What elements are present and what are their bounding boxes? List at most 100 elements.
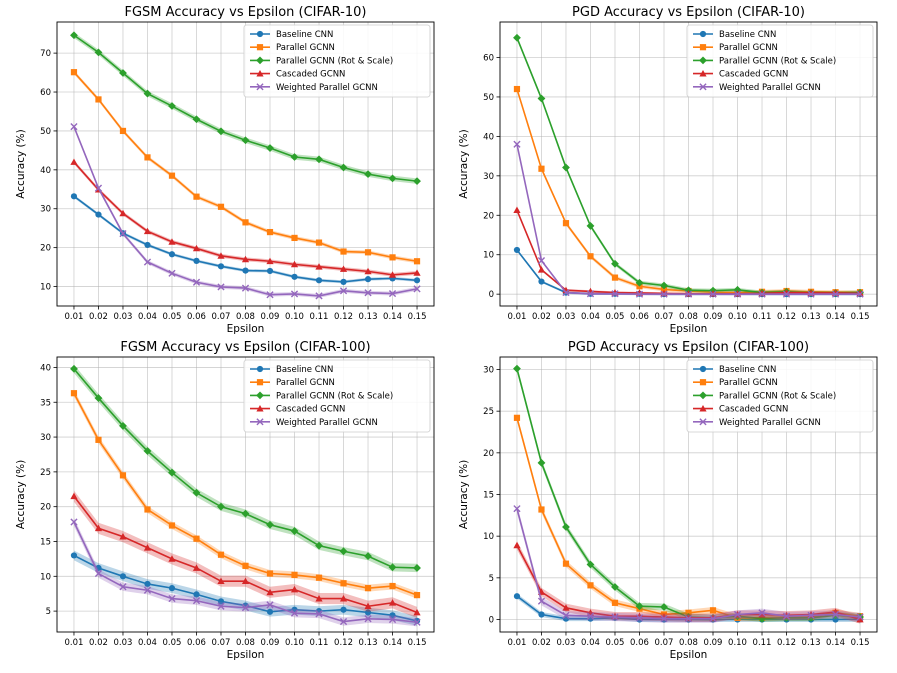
panel-4-point-parallel-gcnn-rot-scale-1 [537, 458, 546, 467]
panel-2-point-parallel-gcnn-4 [611, 274, 619, 281]
panel-1-point-weighted-parallel-gcnn-12 [364, 289, 372, 297]
panel-3-point-parallel-gcnn-rot-scale-8 [266, 520, 274, 529]
panel-2-legend-marker-weighted-parallel-gcnn [699, 83, 707, 91]
panel-3-point-parallel-gcnn-14 [413, 592, 421, 599]
panel-3-point-parallel-gcnn-rot-scale-12 [364, 552, 372, 561]
panel-4-ytick-label-2: 10 [483, 532, 494, 542]
panel-2-xtick-label-11: 0.12 [777, 312, 796, 322]
panel-1-legend-label-cascaded-gcnn: Cascaded GCNN [276, 70, 345, 80]
panel-1-legend-label-parallel-gcnn-rot-scale: Parallel GCNN (Rot & Scale) [276, 56, 393, 66]
panel-1-point-parallel-gcnn-0 [70, 69, 78, 76]
panel-3-point-weighted-parallel-gcnn-3-stroke-b [143, 586, 152, 594]
panel-1-point-parallel-gcnn-rot-scale-6 [217, 127, 225, 136]
panel-2-legend-marker-parallel-gcnn [699, 44, 707, 51]
panel-1-point-weighted-parallel-gcnn-2-stroke-b [119, 230, 127, 238]
panel-3-point-baseline-cnn-0 [70, 552, 78, 559]
panel-4-legend-marker-weighted-parallel-gcnn-stroke-b [699, 418, 707, 426]
panel-1-point-parallel-gcnn-rot-scale-14 [413, 177, 421, 186]
panel-1-legend-label-baseline-cnn: Baseline CNN [276, 30, 333, 40]
panel-1-xtick-label-3: 0.04 [138, 312, 157, 322]
panel-2-point-parallel-gcnn-rot-scale-2 [562, 163, 570, 172]
panel-3-xtick-label-1: 0.02 [89, 638, 108, 648]
panel-2-xtick-label-6: 0.07 [655, 312, 674, 322]
panel-4-point-weighted-parallel-gcnn-2 [562, 611, 570, 619]
panel-2-title: PGD Accuracy vs Epsilon (CIFAR-10) [572, 5, 805, 20]
panel-1-point-weighted-parallel-gcnn-10-stroke-b [315, 292, 323, 300]
panel-3-point-cascaded-gcnn-10 [315, 594, 323, 602]
panel-1-point-cascaded-gcnn-11 [339, 265, 348, 272]
panel-3-point-weighted-parallel-gcnn-6 [217, 602, 225, 610]
panel-3-legend-marker-parallel-gcnn [256, 379, 264, 386]
panel-1-point-weighted-parallel-gcnn-5 [192, 278, 201, 286]
panel-3-point-parallel-gcnn-rot-scale-13 [388, 563, 397, 572]
panel-1-point-weighted-parallel-gcnn-5-stroke-b [192, 278, 201, 286]
panel-2-point-parallel-gcnn-rot-scale-6 [660, 281, 668, 290]
panel-4-point-parallel-gcnn-0 [513, 414, 521, 421]
panel-3-point-weighted-parallel-gcnn-5 [192, 597, 201, 605]
panel-3-point-parallel-gcnn-4 [168, 522, 176, 529]
panel-3-legend-label-weighted-parallel-gcnn: Weighted Parallel GCNN [276, 418, 378, 428]
panel-3-ytick-label-6: 35 [40, 398, 51, 408]
panel-1-point-weighted-parallel-gcnn-0 [70, 123, 78, 131]
panel-1-point-cascaded-gcnn-12 [364, 267, 372, 275]
panel-4-band-weighted-parallel-gcnn [516, 504, 861, 623]
panel-2-legend-label-parallel-gcnn: Parallel GCNN [719, 43, 778, 53]
panel-3-point-parallel-gcnn-0 [70, 390, 78, 397]
panel-1-point-parallel-gcnn-rot-scale-12 [364, 170, 372, 179]
panel-2-point-parallel-gcnn-rot-scale-4 [611, 259, 619, 268]
panel-3-ylabel: Accuracy (%) [15, 460, 27, 529]
panel-1-point-weighted-parallel-gcnn-6 [217, 283, 225, 291]
panel-4-legend-marker-parallel-gcnn [699, 379, 707, 386]
panel-3-series-baseline-cnn [70, 550, 421, 626]
panel-3-point-weighted-parallel-gcnn-1-stroke-b [94, 569, 103, 578]
panel-3-point-weighted-parallel-gcnn-0-stroke-b [70, 518, 78, 526]
panel-1-point-cascaded-gcnn-6 [217, 252, 225, 259]
panel-3-point-baseline-cnn-3 [144, 580, 151, 588]
panel-4-ytick-label-0: 0 [489, 616, 494, 626]
panel-2-point-weighted-parallel-gcnn-5 [635, 290, 644, 298]
panel-1-point-parallel-gcnn-3 [144, 154, 151, 161]
panel-2-legend-marker-baseline-cnn [699, 30, 707, 38]
panel-4-point-weighted-parallel-gcnn-11 [782, 612, 791, 620]
panel-1-point-parallel-gcnn-9 [291, 234, 298, 242]
panel-4-point-weighted-parallel-gcnn-12 [807, 611, 815, 619]
panel-3-point-cascaded-gcnn-1 [94, 524, 103, 532]
panel-1-point-parallel-gcnn-rot-scale-11 [339, 163, 348, 172]
panel-3-point-weighted-parallel-gcnn-1 [94, 569, 103, 578]
panel-4-xtick-label-14: 0.15 [851, 638, 870, 648]
panel-3-ytick-label-2: 15 [40, 537, 51, 547]
panel-3-point-weighted-parallel-gcnn-5-stroke-b [192, 597, 201, 605]
panel-2-point-weighted-parallel-gcnn-12 [807, 290, 815, 298]
panel-1-point-weighted-parallel-gcnn-8 [266, 291, 274, 299]
panel-1-point-cascaded-gcnn-7 [241, 255, 250, 263]
panel-1-legend: Baseline CNN Parallel GCNN Parallel GCNN (… [243, 24, 431, 98]
panel-2-legend-label-baseline-cnn: Baseline CNN [719, 30, 776, 40]
panel-4-legend-label-weighted-parallel-gcnn: Weighted Parallel GCNN [719, 418, 821, 428]
panel-4-legend-label-parallel-gcnn: Parallel GCNN [719, 378, 778, 388]
panel-1-point-baseline-cnn-14 [413, 277, 421, 284]
panel-3-legend-marker-baseline-cnn [256, 365, 264, 373]
panel-4-point-weighted-parallel-gcnn-0 [513, 505, 521, 513]
panel-3-point-baseline-cnn-2 [119, 573, 127, 580]
panel-3-point-weighted-parallel-gcnn-10 [315, 610, 323, 618]
panel-2-ytick-label-2: 20 [483, 211, 494, 221]
panel-2-point-weighted-parallel-gcnn-8-stroke-b [709, 290, 717, 298]
panel-3-point-weighted-parallel-gcnn-8-stroke-b [266, 601, 274, 609]
panel-4-point-weighted-parallel-gcnn-5 [635, 614, 644, 622]
panel-2-ytick-label-6: 60 [483, 54, 494, 64]
panel-1-xtick-label-1: 0.02 [89, 312, 108, 322]
panel-3-point-baseline-cnn-4 [168, 585, 176, 592]
panel-3-band-cascaded-gcnn [73, 490, 418, 619]
panel-1-point-parallel-gcnn-rot-scale-2 [119, 69, 127, 77]
panel-2-xtick-label-13: 0.14 [826, 312, 845, 322]
panel-4-point-weighted-parallel-gcnn-7 [684, 615, 693, 623]
panel-3-ytick-label-1: 10 [40, 572, 51, 582]
panel-1-point-parallel-gcnn-1 [95, 96, 102, 103]
panel-2-point-parallel-gcnn-rot-scale-1 [537, 94, 546, 103]
panel-3-xtick-label-9: 0.10 [285, 638, 304, 648]
panel-4-point-weighted-parallel-gcnn-5-stroke-b [635, 614, 644, 622]
panel-4-point-weighted-parallel-gcnn-9-stroke-b [733, 610, 742, 619]
panel-2-point-weighted-parallel-gcnn-10 [758, 290, 766, 298]
panel-2-xtick-label-12: 0.13 [802, 312, 821, 322]
panel-4-point-weighted-parallel-gcnn-8-stroke-b [709, 615, 717, 623]
